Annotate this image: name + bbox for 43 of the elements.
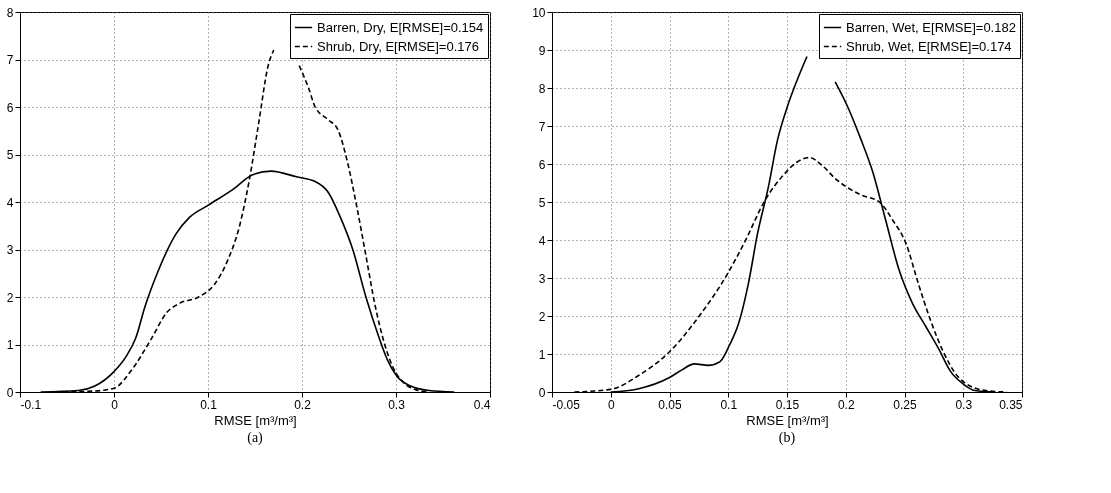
y-tick-label: 4	[538, 233, 546, 248]
y-tick-label: 0	[6, 385, 14, 400]
x-tick-label: 0.2	[294, 397, 312, 412]
legend-label: Barren, Wet, E[RMSE]=0.182	[846, 19, 1016, 35]
x-tick-label: 0	[111, 397, 119, 412]
y-tick-label: 10	[532, 5, 546, 20]
x-tick-label: 0.05	[658, 397, 682, 412]
x-tick-label: 0.2	[837, 397, 855, 412]
x-axis-title: RMSE [m³/m³]	[746, 412, 829, 428]
y-tick-label: 3	[6, 243, 14, 257]
x-tick-label: 0.3	[388, 397, 406, 412]
x-tick-label: -0.1	[20, 397, 42, 412]
x-tick-label: 0.35	[999, 397, 1023, 412]
text: (b)	[778, 430, 796, 446]
x-tick-label: 0.25	[893, 397, 917, 412]
y-tick-label: 7	[538, 119, 546, 134]
y-tick-label: 6	[6, 100, 14, 115]
y-tick-label: 4	[6, 195, 14, 210]
x-tick-label: 0.15	[775, 397, 800, 412]
legend-label: Barren, Dry, E[RMSE]=0.154	[317, 19, 484, 35]
y-tick-label: 2	[538, 309, 546, 324]
y-tick-label: 2	[6, 290, 14, 305]
legend-label: Shrub, Wet, E[RMSE]=0.174	[846, 38, 1012, 54]
legend-label: Shrub, Dry, E[RMSE]=0.176	[317, 38, 479, 54]
y-tick-label: 9	[538, 43, 546, 58]
y-tick-label: 8	[6, 5, 14, 20]
y-tick-label: 8	[538, 81, 546, 96]
y-tick-label: 0	[538, 385, 546, 400]
x-axis-title: RMSE [m³/m³]	[214, 412, 297, 428]
x-tick-label: 0	[607, 397, 615, 412]
x-tick-label: 0.3	[955, 397, 973, 412]
y-tick-label: 6	[538, 157, 546, 172]
y-tick-label: 5	[6, 148, 14, 162]
x-tick-label: 0.1	[720, 397, 738, 412]
y-tick-label: 5	[538, 195, 546, 210]
y-tick-label: 3	[538, 271, 546, 286]
text: (a)	[247, 430, 264, 446]
y-tick-label: 7	[6, 53, 14, 67]
x-tick-label: 0.4	[473, 397, 491, 412]
y-tick-label: 1	[6, 338, 14, 352]
x-tick-label: 0.1	[200, 397, 218, 412]
x-tick-label: -0.05	[552, 397, 581, 412]
y-tick-label: 1	[538, 347, 546, 362]
